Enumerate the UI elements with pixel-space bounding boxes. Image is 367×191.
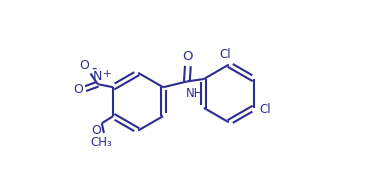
Text: NH: NH: [186, 87, 203, 100]
Text: Cl: Cl: [219, 48, 230, 61]
Text: O: O: [183, 50, 193, 63]
Text: O: O: [73, 83, 83, 96]
Text: O: O: [91, 124, 101, 137]
Text: O: O: [79, 59, 89, 72]
Text: -: -: [91, 61, 96, 76]
Text: +: +: [103, 69, 112, 79]
Text: N: N: [93, 70, 102, 83]
Text: Cl: Cl: [259, 104, 270, 117]
Text: CH₃: CH₃: [90, 136, 112, 149]
